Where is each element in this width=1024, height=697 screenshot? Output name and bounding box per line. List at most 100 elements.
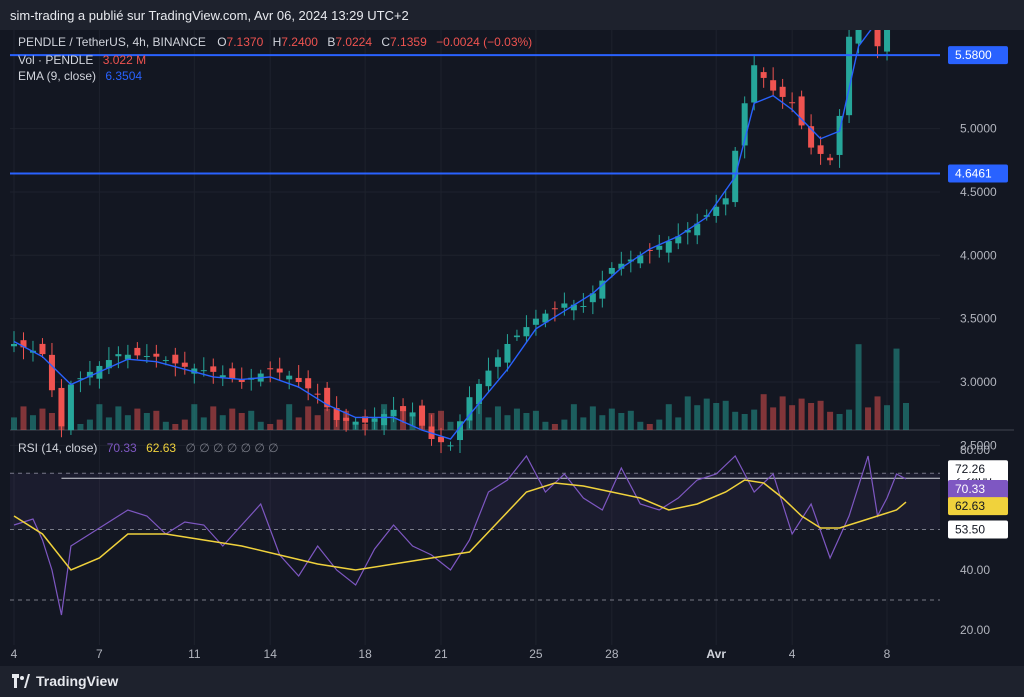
- rsi-value-tag: 70.33: [955, 482, 985, 496]
- rsi-tick-label: 80.00: [960, 443, 990, 457]
- volume-bar: [855, 344, 862, 430]
- time-tick-label: 4: [789, 647, 796, 661]
- candle-body: [798, 96, 805, 126]
- main-legend: PENDLE / TetherUS, 4h, BINANCE O7.1370 H…: [18, 35, 532, 83]
- level-tag-bg: [948, 164, 1008, 183]
- volume-bar: [599, 415, 606, 430]
- volume-bar: [475, 404, 482, 430]
- volume-bar: [48, 413, 55, 430]
- volume-bar: [542, 421, 549, 430]
- svg-text:RSI (14, close) 70.33: RSI (14, close) 70.33 62.63 ∅ ∅ ∅ ∅ ∅ ∅ …: [18, 441, 279, 455]
- volume-bar: [808, 403, 815, 430]
- candle-body: [438, 436, 445, 443]
- axis-tags: 7.135930:496.35045.58004.64612.24003.022…: [948, 46, 1008, 539]
- time-tick-label: 11: [188, 647, 201, 661]
- volume-bar: [20, 406, 27, 430]
- volume-bar: [713, 403, 720, 430]
- volume-bar: [580, 417, 587, 430]
- candle-body: [570, 304, 577, 311]
- candle-body: [884, 20, 891, 52]
- candle-body: [86, 371, 93, 378]
- horizontal-levels: [10, 54, 940, 479]
- volume-bar: [324, 408, 331, 430]
- price-axis[interactable]: 8.00007.50006.50006.00005.00004.50004.00…: [960, 0, 997, 452]
- candle-body: [722, 198, 729, 205]
- volume-bar: [286, 404, 293, 430]
- close-label: C: [381, 35, 390, 49]
- rsi-band-tag-bg: [948, 520, 1008, 539]
- time-tick-label: 25: [529, 647, 543, 661]
- svg-text:EMA (9, close) 6.3504: EMA (9, close) 6.3504: [18, 69, 142, 83]
- candle-body: [267, 368, 274, 370]
- price-tick-label: 3.0000: [960, 375, 997, 389]
- volume-bar: [494, 406, 501, 430]
- candle-body: [485, 370, 492, 387]
- volume-bar: [105, 417, 112, 430]
- volume-bar: [779, 396, 786, 430]
- volume-bar: [846, 409, 853, 430]
- volume-bar: [722, 400, 729, 430]
- ema-line: [13, 0, 899, 440]
- candle-body: [637, 255, 644, 264]
- candle-body: [134, 347, 141, 356]
- candle-body: [551, 308, 558, 310]
- ema-value: 6.3504: [105, 69, 142, 83]
- time-tick-label: 18: [358, 647, 372, 661]
- publisher-text: sim-trading a publié sur TradingView.com…: [10, 8, 409, 23]
- volume-bar: [836, 414, 843, 430]
- candle-body: [523, 327, 530, 337]
- tradingview-brand[interactable]: TradingView: [12, 673, 118, 689]
- candle-body: [115, 354, 122, 357]
- volume-bar: [627, 410, 634, 430]
- candle-body: [513, 335, 520, 338]
- chart-svg[interactable]: 8.00007.50006.50006.00005.00004.50004.00…: [10, 0, 1014, 666]
- brand-label: TradingView: [36, 673, 119, 689]
- candle-body: [286, 375, 293, 380]
- volume-bar: [181, 419, 188, 430]
- level-tag-bg: [948, 46, 1008, 65]
- volume-bar: [77, 424, 84, 430]
- candle-body: [343, 417, 350, 421]
- candle-body: [741, 103, 748, 146]
- time-axis[interactable]: 4 7 11 14 18 21 25 28 Avr 4 8: [11, 647, 891, 661]
- candle-body: [276, 368, 283, 373]
- high-label: H: [273, 35, 282, 49]
- candle-body: [447, 445, 454, 447]
- rsi-label: RSI (14, close): [18, 441, 97, 455]
- candle-body: [39, 343, 46, 355]
- candle-body: [542, 313, 549, 323]
- volume-bar: [865, 407, 872, 430]
- volume-bar: [513, 408, 520, 430]
- volume-bar: [143, 413, 150, 430]
- candle-body: [475, 383, 482, 405]
- svg-text:Vol · PENDLE 3.022 M: Vol · PENDLE 3.022 M: [18, 53, 146, 67]
- candle-body: [295, 377, 302, 382]
- volume-bar: [96, 404, 103, 430]
- volume-bar: [134, 408, 141, 430]
- volume-bar: [827, 411, 834, 430]
- volume-bar: [485, 417, 492, 430]
- grid: [10, 1, 940, 645]
- rsi-ma-tag-bg: [948, 497, 1008, 516]
- candle-body: [153, 353, 160, 357]
- rsi-ma-line: [13, 479, 907, 571]
- volume-label: Vol · PENDLE: [18, 53, 93, 67]
- rsi-ma-tag: 62.63: [955, 499, 985, 513]
- rsi-band-tag-bg: [948, 460, 1008, 479]
- volume-bar: [665, 404, 672, 430]
- volume-bar: [817, 400, 824, 430]
- candle-body: [324, 387, 331, 408]
- volume-bar: [390, 417, 397, 430]
- time-tick-label: 7: [96, 647, 103, 661]
- candle-body: [504, 343, 511, 363]
- candle-body: [143, 356, 150, 358]
- candle-body: [381, 414, 388, 426]
- candle-body: [808, 126, 815, 148]
- volume-bar: [732, 411, 739, 430]
- volume-bar: [646, 424, 653, 430]
- candle-body: [694, 223, 701, 236]
- volume-value: 3.022 M: [103, 53, 146, 67]
- candle-body: [58, 387, 65, 427]
- price-tick-label: 5.0000: [960, 122, 997, 136]
- candle-body: [665, 241, 672, 253]
